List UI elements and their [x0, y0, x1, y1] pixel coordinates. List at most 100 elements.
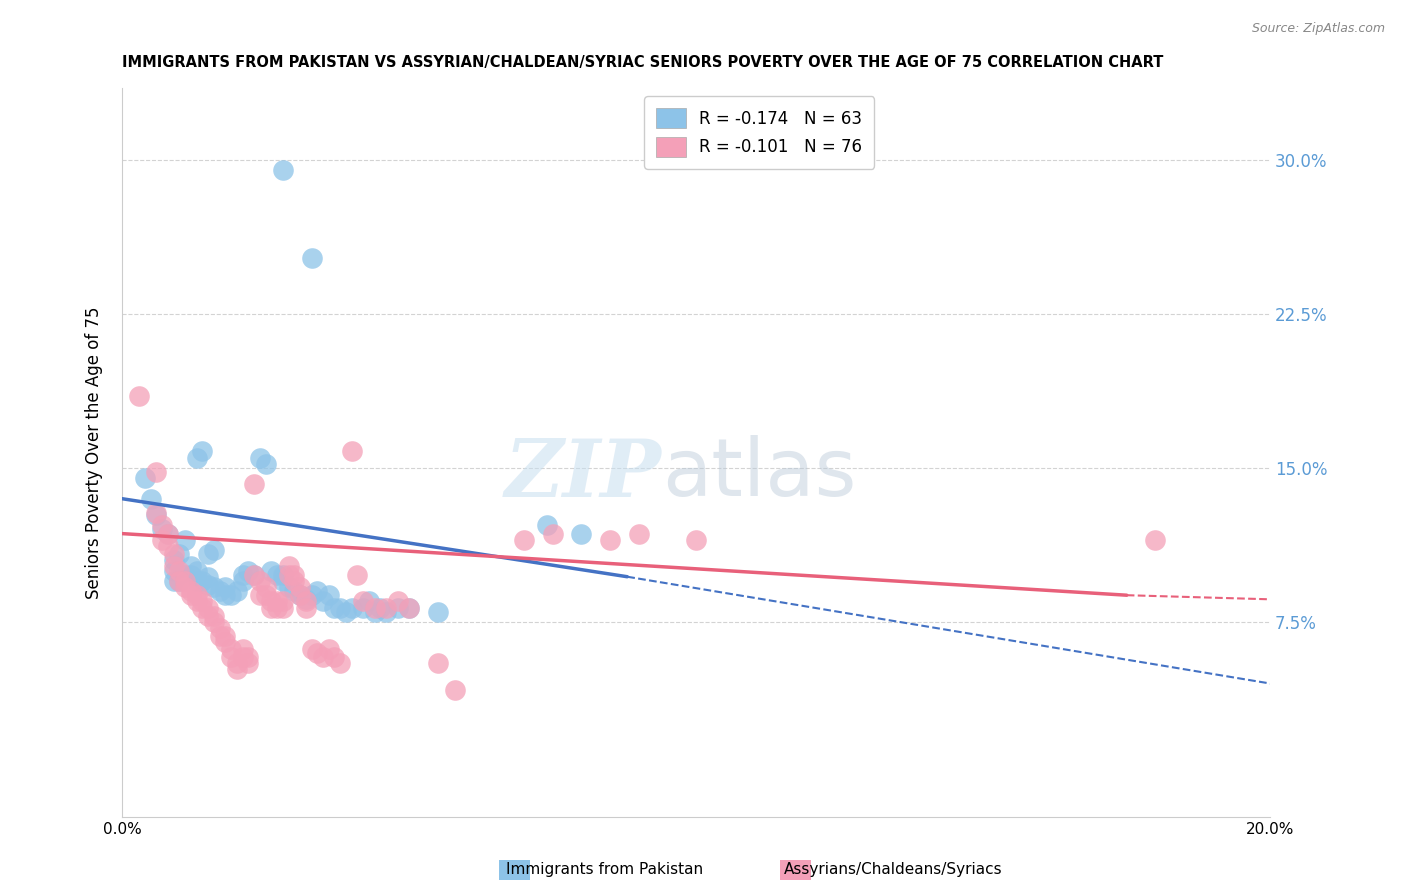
Point [288, 588, 311, 602]
Point [335, 605, 357, 619]
Point [266, 594, 288, 608]
Point [214, 629, 236, 643]
Point [352, 600, 374, 615]
Point [340, 444, 363, 458]
Point [323, 649, 346, 664]
Point [271, 594, 294, 608]
Point [150, 533, 173, 547]
Point [174, 580, 197, 594]
Point [266, 567, 288, 582]
Point [288, 580, 311, 594]
Point [202, 608, 225, 623]
Point [214, 635, 236, 649]
Point [243, 477, 266, 491]
Point [238, 649, 260, 664]
Point [426, 656, 449, 670]
Point [232, 567, 254, 582]
Point [128, 389, 150, 403]
Point [254, 588, 277, 602]
Point [271, 567, 294, 582]
Point [569, 526, 592, 541]
Point [243, 567, 266, 582]
Point [277, 559, 299, 574]
Point [238, 656, 260, 670]
Point [174, 574, 197, 588]
Point [249, 450, 271, 465]
Point [307, 646, 329, 660]
Legend: R = -0.174   N = 63, R = -0.101   N = 76: R = -0.174 N = 63, R = -0.101 N = 76 [644, 96, 875, 169]
Point [225, 662, 247, 676]
Point [156, 539, 179, 553]
Text: Assyrians/Chaldeans/Syriacs: Assyrians/Chaldeans/Syriacs [783, 863, 1002, 877]
Point [375, 605, 398, 619]
Point [249, 574, 271, 588]
Point [186, 588, 208, 602]
Point [145, 465, 167, 479]
Point [294, 592, 316, 607]
Point [375, 600, 398, 615]
Point [312, 594, 335, 608]
Point [387, 594, 409, 608]
Point [208, 629, 231, 643]
Point [197, 570, 219, 584]
Point [243, 567, 266, 582]
Point [271, 163, 294, 178]
Point [202, 543, 225, 558]
Point [398, 600, 420, 615]
Point [444, 682, 467, 697]
Point [357, 594, 380, 608]
Text: Immigrants from Pakistan: Immigrants from Pakistan [506, 863, 703, 877]
Point [219, 641, 242, 656]
Point [1144, 533, 1167, 547]
Point [163, 559, 186, 574]
Point [254, 457, 277, 471]
Point [318, 588, 340, 602]
Point [323, 600, 346, 615]
Point [163, 547, 186, 561]
Point [266, 600, 288, 615]
Point [139, 491, 162, 506]
Point [301, 252, 323, 266]
Point [134, 471, 156, 485]
Point [202, 580, 225, 594]
Point [197, 600, 219, 615]
Point [208, 621, 231, 635]
Text: atlas: atlas [662, 435, 856, 514]
Point [150, 523, 173, 537]
Point [180, 584, 202, 599]
Point [208, 584, 231, 599]
Point [163, 564, 186, 578]
Point [260, 564, 283, 578]
Point [329, 656, 352, 670]
Point [426, 605, 449, 619]
Point [219, 588, 242, 602]
Point [370, 600, 392, 615]
Point [156, 526, 179, 541]
Point [174, 567, 197, 582]
Point [202, 615, 225, 629]
Point [214, 580, 236, 594]
Text: ZIP: ZIP [505, 435, 662, 513]
Point [346, 567, 368, 582]
Point [169, 547, 191, 561]
Point [174, 533, 197, 547]
Point [169, 564, 191, 578]
Point [271, 574, 294, 588]
Point [363, 600, 385, 615]
Point [156, 526, 179, 541]
Point [163, 574, 186, 588]
Point [536, 518, 558, 533]
Point [318, 641, 340, 656]
Point [225, 656, 247, 670]
Point [186, 564, 208, 578]
Point [169, 574, 191, 588]
Point [197, 608, 219, 623]
Point [277, 567, 299, 582]
Point [225, 584, 247, 599]
Point [169, 574, 191, 588]
Text: Source: ZipAtlas.com: Source: ZipAtlas.com [1251, 22, 1385, 36]
Point [398, 600, 420, 615]
Point [186, 574, 208, 588]
Point [599, 533, 621, 547]
Point [180, 559, 202, 574]
